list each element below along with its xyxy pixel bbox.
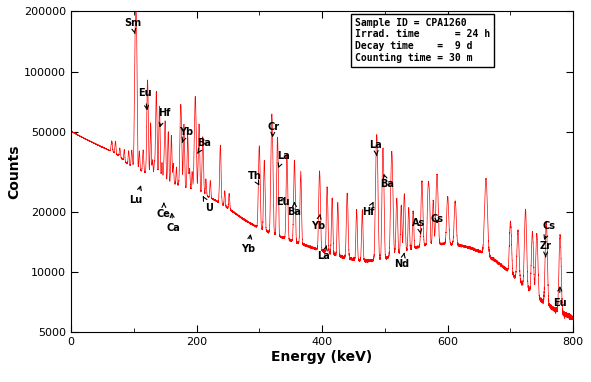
Text: Cs: Cs <box>543 221 556 239</box>
Text: Yb: Yb <box>241 235 255 254</box>
Text: Ca: Ca <box>167 214 180 233</box>
Text: La: La <box>369 140 382 156</box>
Text: Cr: Cr <box>267 122 279 136</box>
Text: Sm: Sm <box>124 18 141 34</box>
Text: Hf: Hf <box>158 108 170 126</box>
Text: U: U <box>203 197 213 212</box>
Text: Ba: Ba <box>380 175 394 189</box>
Text: Ba: Ba <box>288 203 301 217</box>
Text: Lu: Lu <box>129 186 143 205</box>
Text: Ce: Ce <box>157 203 171 219</box>
Text: Eu: Eu <box>553 287 566 308</box>
Text: As: As <box>412 219 426 234</box>
Text: Eu: Eu <box>138 88 152 109</box>
Text: La: La <box>277 151 290 167</box>
Text: Ba: Ba <box>197 138 211 153</box>
Text: Eu: Eu <box>276 196 290 207</box>
Text: La: La <box>317 246 330 261</box>
Text: Hf: Hf <box>362 202 375 217</box>
Text: Yb: Yb <box>178 127 193 142</box>
Text: Nd: Nd <box>394 253 410 269</box>
X-axis label: Energy (keV): Energy (keV) <box>271 350 373 364</box>
Text: Sample ID = CPA1260
Irrad. time      = 24 h
Decay time    =  9 d
Counting time =: Sample ID = CPA1260 Irrad. time = 24 h D… <box>355 18 490 63</box>
Y-axis label: Counts: Counts <box>7 145 21 199</box>
Text: Zr: Zr <box>540 241 551 257</box>
Text: Th: Th <box>248 172 261 185</box>
Text: Yb: Yb <box>311 215 325 231</box>
Text: Cs: Cs <box>430 214 443 223</box>
